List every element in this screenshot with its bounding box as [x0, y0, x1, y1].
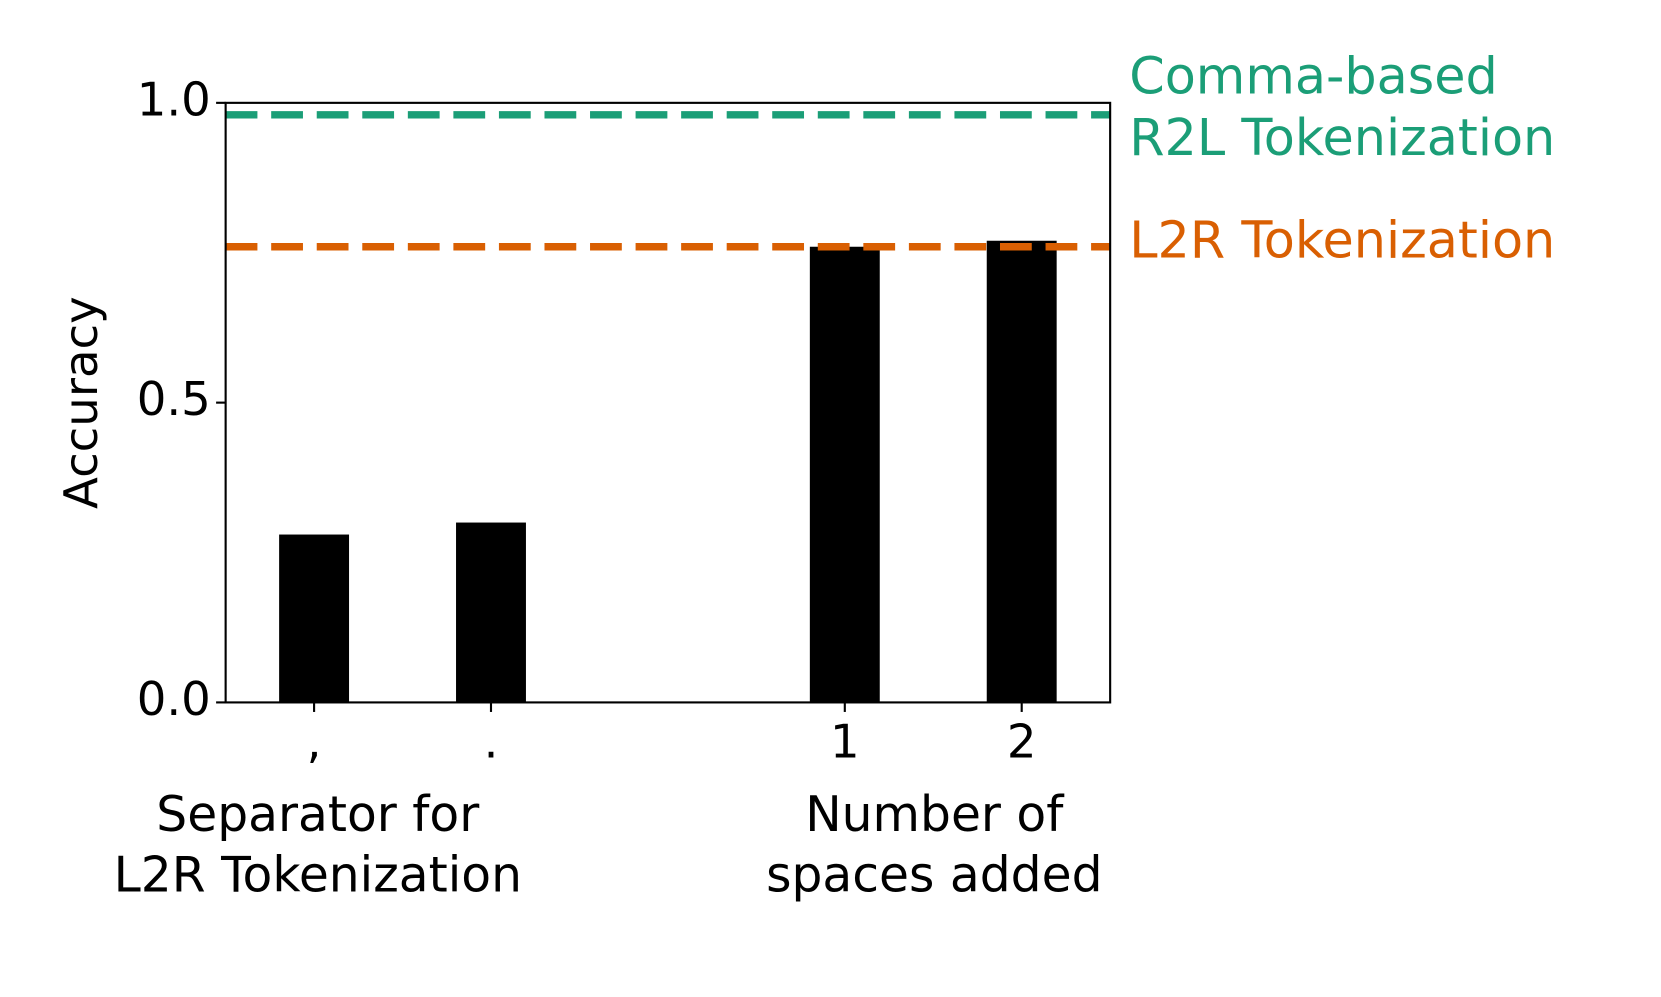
- group-label: Separator for: [156, 787, 480, 843]
- group-label: Number of: [805, 787, 1065, 843]
- axes-frame: [224, 101, 1112, 704]
- x-tick-label: ,: [307, 714, 322, 768]
- reference-label: Comma-based: [1129, 47, 1498, 106]
- y-tick-label: 0.0: [137, 672, 211, 726]
- group-label: L2R Tokenization: [114, 847, 522, 903]
- bar: [986, 240, 1057, 703]
- y-tick-label: 1.0: [137, 72, 211, 126]
- bar: [279, 534, 350, 703]
- reference-label: R2L Tokenization: [1129, 108, 1555, 167]
- reference-label: L2R Tokenization: [1129, 211, 1555, 270]
- x-tick-label: .: [484, 714, 499, 768]
- y-tick-label: 0.5: [137, 372, 211, 426]
- bar: [809, 246, 880, 703]
- bar: [456, 522, 526, 703]
- y-axis-label: Accuracy: [54, 296, 108, 509]
- group-label: spaces added: [766, 847, 1102, 903]
- x-tick-label: 1: [830, 714, 860, 768]
- x-tick-label: 2: [1007, 714, 1037, 768]
